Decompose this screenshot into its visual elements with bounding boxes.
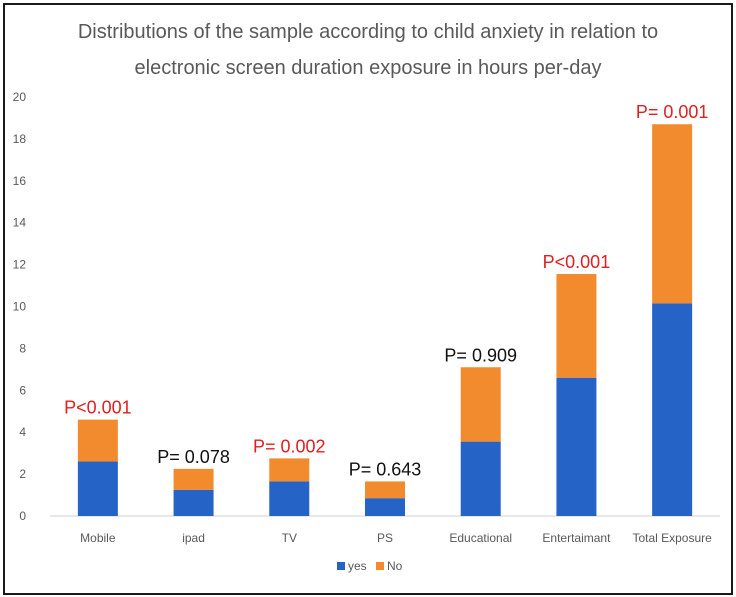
bar-no-total-exposure — [652, 124, 693, 304]
legend-label-no: No — [387, 559, 403, 573]
bar-yes-entertaimant — [556, 377, 597, 516]
p-value-label: P= 0.001 — [636, 102, 709, 122]
legend-label-yes: yes — [348, 559, 367, 573]
p-value-label: P<0.001 — [64, 398, 132, 418]
x-tick-label: TV — [282, 531, 297, 545]
p-value-label: P= 0.078 — [157, 447, 230, 467]
bar-yes-mobile — [77, 461, 118, 516]
bar-yes-ipad — [173, 489, 214, 516]
bar-no-entertaimant — [556, 274, 597, 378]
y-tick-label: 10 — [13, 300, 27, 314]
bar-yes-educational — [460, 441, 501, 516]
bar-yes-tv — [269, 481, 310, 516]
bar-no-ps — [365, 481, 405, 499]
y-tick-label: 20 — [13, 90, 27, 104]
chart-title-line-1: Distributions of the sample according to… — [78, 21, 658, 43]
x-tick-label: Mobile — [80, 531, 116, 545]
x-tick-label: Educational — [449, 531, 512, 545]
bar-no-tv — [269, 458, 310, 482]
y-tick-label: 8 — [19, 341, 26, 355]
bar-no-ipad — [173, 468, 214, 490]
chart-title-line-2: electronic screen duration exposure in h… — [135, 57, 602, 79]
legend-swatch-no — [376, 562, 384, 570]
y-tick-label: 18 — [13, 132, 27, 146]
legend-swatch-yes — [337, 562, 345, 570]
y-tick-label: 14 — [13, 216, 27, 230]
x-tick-label: PS — [377, 531, 393, 545]
y-tick-label: 12 — [13, 258, 27, 272]
bars: Mobile P<0.001 ipad P= 0.078 TV P= 0.002 PS P= … — [64, 102, 712, 545]
legend: yes No — [337, 559, 403, 573]
bar-no-mobile — [77, 419, 118, 462]
x-tick-label: Total Exposure — [632, 531, 712, 545]
bar-no-educational — [460, 367, 501, 442]
y-tick-label: 4 — [19, 425, 26, 439]
p-value-label: P<0.001 — [543, 252, 611, 272]
bar-yes-total-exposure — [652, 303, 693, 516]
bar-yes-ps — [365, 498, 405, 516]
x-tick-label: Entertaimant — [542, 531, 611, 545]
p-value-label: P= 0.909 — [444, 345, 517, 365]
y-tick-label: 2 — [19, 467, 26, 481]
y-tick-label: 16 — [13, 174, 27, 188]
y-tick-label: 6 — [19, 383, 26, 397]
p-value-label: P= 0.002 — [253, 436, 326, 456]
x-tick-label: ipad — [182, 531, 205, 545]
y-axis: 0 2 4 6 8 10 12 14 16 18 20 — [13, 90, 27, 523]
y-tick-label: 0 — [19, 509, 26, 523]
p-value-label: P= 0.643 — [349, 459, 422, 479]
